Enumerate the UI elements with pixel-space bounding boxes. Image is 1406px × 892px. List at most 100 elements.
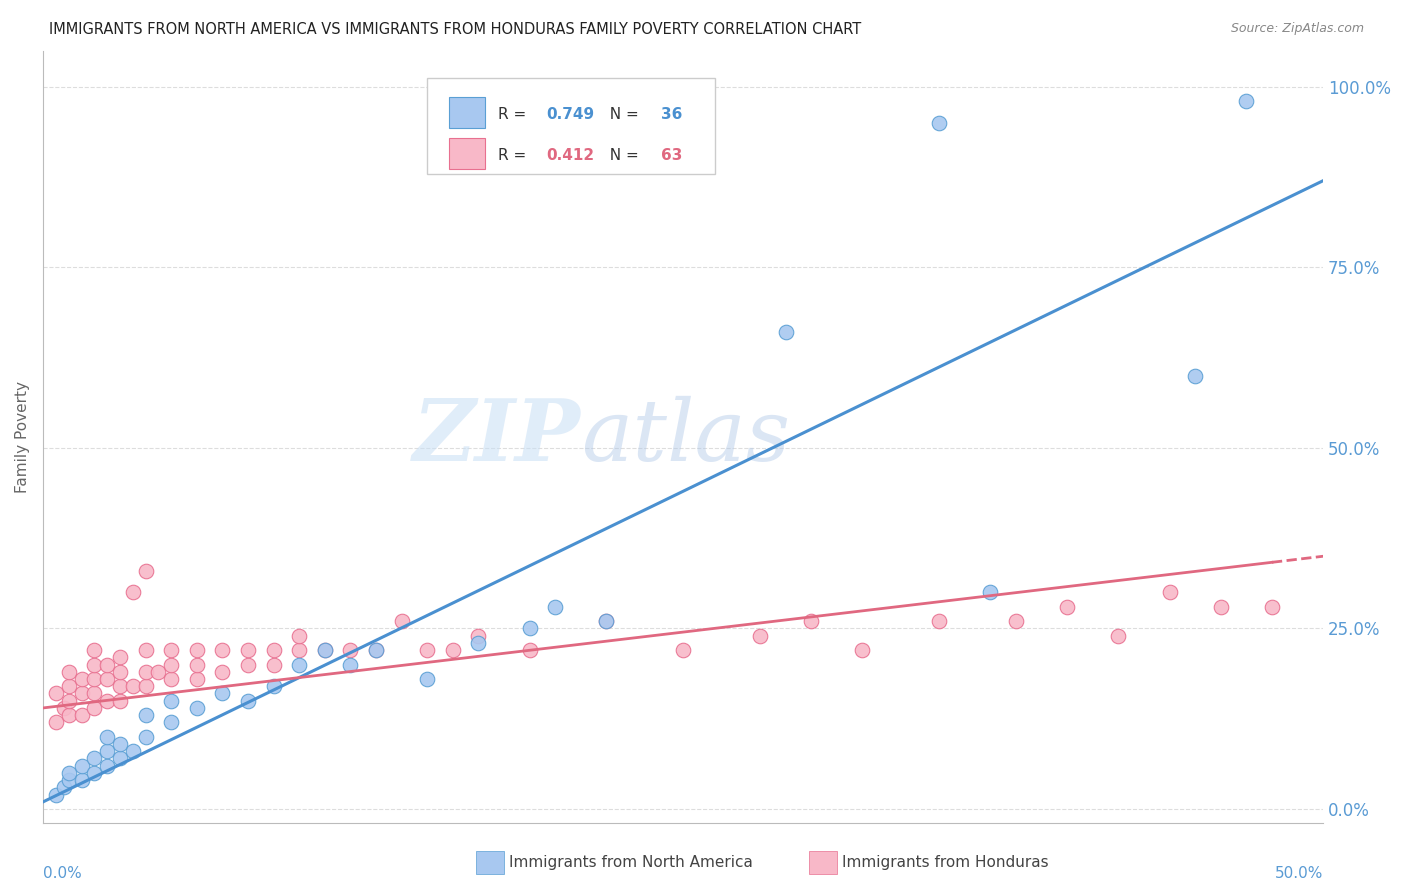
Point <box>236 657 259 672</box>
Point <box>58 679 80 693</box>
Point <box>775 326 797 340</box>
Point <box>121 585 143 599</box>
Text: IMMIGRANTS FROM NORTH AMERICA VS IMMIGRANTS FROM HONDURAS FAMILY POVERTY CORRELA: IMMIGRANTS FROM NORTH AMERICA VS IMMIGRA… <box>49 22 862 37</box>
Point <box>160 672 183 686</box>
Point <box>1159 585 1181 599</box>
Text: ZIP: ZIP <box>413 395 581 479</box>
Point <box>58 694 80 708</box>
Text: 63: 63 <box>661 147 683 162</box>
Point <box>96 672 118 686</box>
Text: 36: 36 <box>661 106 683 121</box>
Point <box>160 694 183 708</box>
Point <box>96 730 118 744</box>
Point <box>211 643 233 657</box>
Y-axis label: Family Poverty: Family Poverty <box>15 381 30 493</box>
Point <box>45 686 67 700</box>
Point <box>83 672 105 686</box>
Point <box>108 751 131 765</box>
Point <box>288 629 311 643</box>
Point <box>364 643 387 657</box>
Point <box>314 643 336 657</box>
Text: N =: N = <box>600 147 644 162</box>
Point <box>108 679 131 693</box>
Point <box>121 679 143 693</box>
Point <box>96 694 118 708</box>
Point <box>416 643 439 657</box>
Point <box>108 694 131 708</box>
Point <box>1234 94 1257 108</box>
Point <box>58 708 80 723</box>
Point <box>135 665 157 679</box>
FancyBboxPatch shape <box>427 78 716 174</box>
Point <box>83 643 105 657</box>
Point <box>467 636 489 650</box>
Text: N =: N = <box>600 106 644 121</box>
Point <box>391 614 413 628</box>
Point <box>263 657 285 672</box>
Point <box>160 715 183 730</box>
Point <box>236 643 259 657</box>
Point <box>108 665 131 679</box>
Text: 0.749: 0.749 <box>546 106 595 121</box>
Point <box>135 643 157 657</box>
Text: 0.412: 0.412 <box>546 147 595 162</box>
Text: Source: ZipAtlas.com: Source: ZipAtlas.com <box>1230 22 1364 36</box>
Point <box>749 629 772 643</box>
Text: atlas: atlas <box>581 396 790 478</box>
Point <box>121 744 143 758</box>
Point <box>1209 599 1232 614</box>
Point <box>672 643 695 657</box>
Point <box>58 773 80 788</box>
Point <box>339 657 361 672</box>
Point <box>263 643 285 657</box>
Point <box>135 564 157 578</box>
Point <box>96 657 118 672</box>
Bar <box>808 851 837 873</box>
Point <box>45 715 67 730</box>
Point <box>263 679 285 693</box>
Point <box>83 657 105 672</box>
Point <box>58 766 80 780</box>
Point <box>135 679 157 693</box>
Point <box>52 780 75 795</box>
Point <box>160 657 183 672</box>
Point <box>928 614 950 628</box>
Point <box>186 657 208 672</box>
Point <box>160 643 183 657</box>
Point <box>70 686 93 700</box>
Point <box>186 672 208 686</box>
Point <box>288 643 311 657</box>
Text: 0.0%: 0.0% <box>44 866 82 881</box>
Point <box>45 788 67 802</box>
Point <box>1005 614 1028 628</box>
Point <box>70 672 93 686</box>
Text: R =: R = <box>498 106 530 121</box>
Point <box>135 730 157 744</box>
Text: Immigrants from Honduras: Immigrants from Honduras <box>842 855 1049 870</box>
Point <box>96 744 118 758</box>
Text: R =: R = <box>498 147 530 162</box>
Bar <box>475 851 503 873</box>
Point <box>108 737 131 751</box>
Point <box>96 758 118 772</box>
Point <box>1184 368 1206 383</box>
Point <box>339 643 361 657</box>
Point <box>83 751 105 765</box>
Bar <box>449 97 485 128</box>
Point <box>595 614 617 628</box>
Point <box>70 758 93 772</box>
Point <box>467 629 489 643</box>
Point <box>211 686 233 700</box>
Point <box>544 599 567 614</box>
Point <box>1261 599 1284 614</box>
Point <box>236 694 259 708</box>
Point <box>83 701 105 715</box>
Point <box>70 773 93 788</box>
Point <box>186 701 208 715</box>
Point <box>52 701 75 715</box>
Text: 50.0%: 50.0% <box>1275 866 1323 881</box>
Point <box>800 614 823 628</box>
Point <box>70 708 93 723</box>
Bar <box>449 138 485 169</box>
Point <box>108 650 131 665</box>
